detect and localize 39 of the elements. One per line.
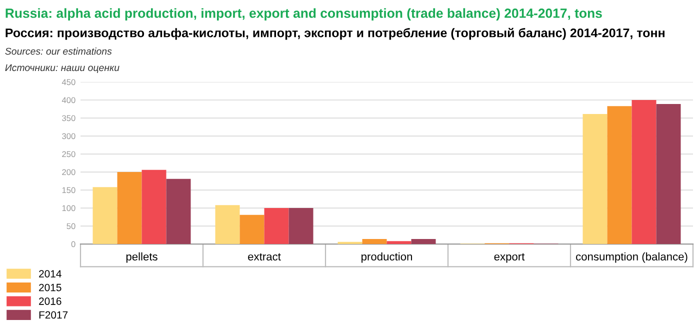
bar [117, 172, 142, 244]
x-tick-label: extract [248, 253, 281, 261]
y-tick-label: 50 [66, 223, 76, 230]
bar [166, 178, 191, 244]
bar [656, 104, 681, 244]
y-tick-label: 400 [62, 97, 76, 104]
legend-label: 2015 [39, 284, 62, 292]
bar [411, 238, 436, 244]
source-note: Sources: our estimations [5, 48, 112, 55]
x-tick-label: production [362, 252, 412, 263]
text: Источники: наши оценки [5, 64, 120, 73]
bar [264, 208, 289, 244]
bar [215, 205, 240, 244]
bar [632, 100, 656, 244]
x-tick-label: export [494, 253, 525, 263]
bar [338, 242, 362, 244]
y-tick-label: 200 [62, 169, 76, 176]
bar [386, 241, 412, 244]
y-tick-label: 250 [62, 151, 76, 158]
y-tick-label: 100 [62, 205, 76, 212]
legend-label: F2017 [39, 311, 68, 319]
bar [142, 170, 166, 244]
chart-subtitle: Россия: производство альфа-кислоты, импорт, экспорт и потребление (торговый баланс) 2014-2017, тонн [6, 28, 664, 40]
bar [607, 106, 632, 244]
legend-label: 2014 [39, 270, 62, 278]
y-tick-label: 450 [62, 79, 76, 86]
bar [288, 208, 314, 244]
bar [240, 214, 264, 244]
y-tick-label: 300 [62, 133, 76, 140]
bar [582, 114, 608, 244]
y-tick-label: 350 [62, 115, 76, 122]
bar [362, 238, 387, 244]
bar [92, 187, 118, 244]
legend-label: 2016 [39, 298, 62, 305]
y-tick-label: 150 [62, 187, 76, 194]
x-tick-label: consumption (balance) [576, 252, 688, 263]
x-tick-label: pellets [126, 252, 158, 263]
y-tick-label: 0 [71, 241, 76, 248]
chart-title: Russia: alpha acid production, import, export and consumption (trade balance) 2014-2017, tons [6, 8, 602, 20]
